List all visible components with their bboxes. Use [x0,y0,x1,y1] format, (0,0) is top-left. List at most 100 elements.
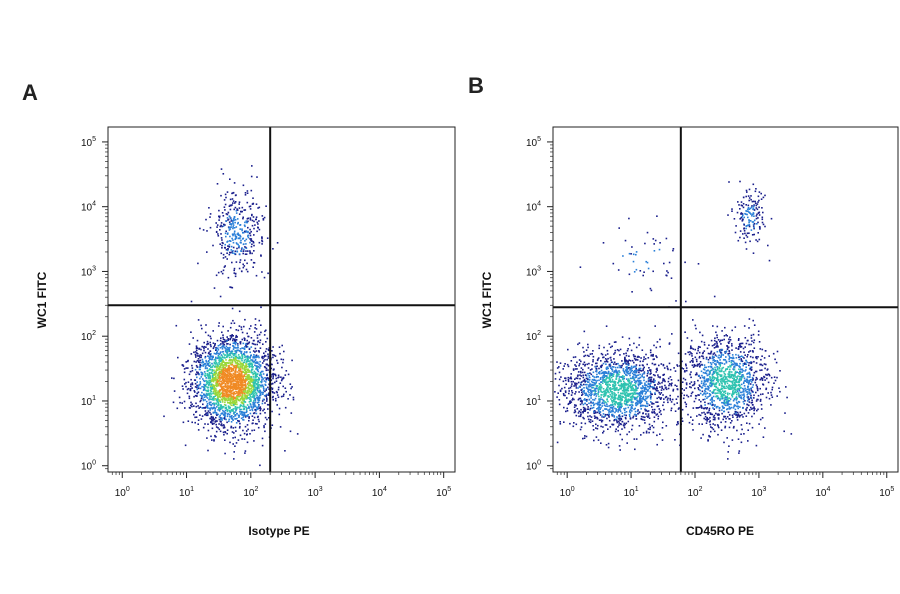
data-point-cd45ro-negative [668,384,670,387]
data-point-double-negative [227,347,229,349]
data-point-wc1-positive [257,223,259,225]
data-point-double-negative [248,363,251,366]
data-point-wc1-positive [249,252,251,255]
data-point-wc1-positive [229,208,232,211]
data-point-double-negative [220,337,222,339]
data-point-cd45ro-negative [615,370,617,372]
data-point-cd45ro-negative [582,437,584,440]
data-point-cd45ro-negative [625,422,628,425]
data-point-double-negative [247,384,250,387]
data-point-cd45ro-negative [558,371,561,374]
data-point-wc1-positive [230,220,233,222]
data-point-cd45ro-negative [628,382,631,385]
data-point-cd45ro-negative [649,385,651,387]
data-point-cd45ro-negative [598,401,601,404]
data-point-cd45ro-negative [653,378,655,380]
data-point-double-negative [220,386,223,388]
data-point-cd45ro-negative [580,389,582,391]
data-point-double-negative [228,347,230,349]
data-point-double-negative [233,353,235,355]
data-point-double-negative [261,376,264,379]
data-point-double-negative [228,378,231,380]
data-point-cd45ro-negative [573,385,575,387]
data-point-double-negative [251,365,253,367]
data-point-double-negative [254,327,256,329]
data-point-double-negative [248,419,250,422]
data-point-cd45ro-positive [727,353,729,355]
data-point-double-negative [209,417,211,420]
data-point-double-negative [219,356,221,358]
data-point-double-negative [223,339,226,341]
data-point-cd45ro-positive [752,333,755,336]
data-point-cd45ro-negative [683,389,685,391]
data-point-wc1-positive [209,226,212,229]
data-point-cd45ro-negative [645,401,648,403]
data-point-double-negative [210,407,213,409]
data-point-cd45ro-negative [586,354,589,357]
data-point-double-negative [211,372,214,375]
data-point-double-negative [221,386,224,389]
data-point-cd45ro-negative [574,364,576,366]
data-point-cd45ro-negative [638,371,640,374]
data-point-cd45ro-negative [633,357,636,360]
data-point-double-negative [264,423,267,425]
data-point-double-negative [233,393,235,396]
data-point-double-negative [258,367,261,369]
data-point-double-negative [219,366,222,368]
data-point-double-negative [260,376,263,378]
data-point-double-negative [229,379,232,381]
data-point-cd45ro-negative [615,341,617,343]
data-point-cd45ro-negative [614,430,617,433]
data-point-cd45ro-negative [621,360,623,362]
data-point-wc1-positive [217,233,219,235]
data-point-double-negative [229,398,232,400]
data-point-double-negative [228,395,231,397]
data-point-double-negative [237,378,239,380]
data-point-cd45ro-negative [650,401,652,403]
data-point-double-negative [251,415,254,417]
data-point-wc1-positive [225,248,228,251]
data-point-double-negative [222,360,225,363]
data-point-cd45ro-negative [584,394,587,396]
data-point-double-negative [220,412,223,415]
data-point-double-negative [212,407,215,410]
data-point-cd45ro-positive [739,362,741,365]
data-point-double-negative [226,429,229,431]
data-point-cd45ro-positive [762,393,764,395]
data-point-cd45ro-negative [638,336,641,339]
data-point-double-negative [256,402,259,404]
data-point-double-negative [191,405,193,408]
data-point-double-negative [216,420,218,422]
data-point-cd45ro-negative [612,366,615,368]
data-point-double-negative [246,404,249,406]
data-point-double-negative [215,378,217,380]
data-point-cd45ro-positive [718,409,721,412]
data-point-wc1-positive [247,236,250,239]
data-point-cd45ro-negative [649,426,651,429]
data-point-cd45ro-negative [583,387,585,389]
data-point-wc1-positive [253,250,255,252]
data-point-cd45ro-negative [583,355,585,358]
data-point-cd45ro-negative [604,408,606,410]
data-point-cd45ro-negative [609,374,611,377]
data-point-cd45ro-negative [596,359,599,362]
data-point-wc1-positive [244,253,247,255]
data-point-cd45ro-negative [666,365,668,368]
data-point-cd45ro-negative [656,413,659,415]
data-point-cd45ro-positive [699,364,701,367]
data-point-cd45ro-negative [598,367,600,370]
data-point-cd45ro-negative [681,388,683,390]
data-point-double-negative [242,403,245,406]
data-point-cd45ro-negative [587,381,589,383]
data-point-cd45ro-negative [570,394,573,396]
data-point-cd45ro-negative [647,415,650,417]
data-point-double-negative [235,400,238,402]
data-point-wc1-positive [250,175,253,178]
data-point-cd45ro-negative [582,406,585,409]
data-point-double-negative [232,368,234,370]
data-point-double-negative [271,383,274,385]
data-point-double-negative [241,380,244,382]
data-point-cd45ro-positive [732,407,735,409]
data-point-cd45ro-negative [610,359,612,361]
data-point-cd45ro-negative [601,419,604,422]
